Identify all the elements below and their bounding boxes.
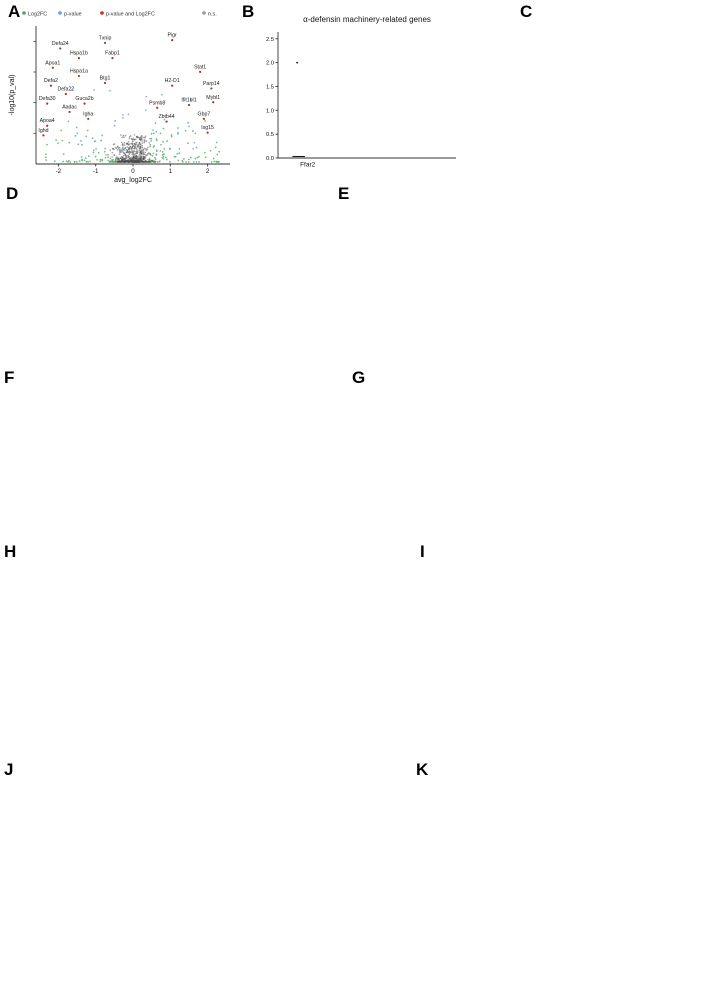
- svg-text:Mybl1: Mybl1: [206, 95, 220, 101]
- svg-text:Btg1: Btg1: [100, 75, 111, 81]
- svg-text:Aadac: Aadac: [62, 104, 77, 110]
- svg-text:Fabp1: Fabp1: [105, 51, 120, 57]
- svg-text:Stat1: Stat1: [194, 64, 206, 70]
- svg-text:Hspa1a: Hspa1a: [70, 69, 88, 75]
- svg-text:-2: -2: [56, 168, 62, 175]
- svg-text:2: 2: [206, 168, 210, 175]
- panel-i-label: I: [420, 542, 425, 561]
- svg-text:n.s.: n.s.: [208, 12, 217, 18]
- svg-text:α-defensin machinery-related g: α-defensin machinery-related genes: [303, 15, 431, 24]
- svg-text:0: 0: [131, 168, 135, 175]
- panel-g-label: G: [352, 368, 366, 387]
- panel-e-label: E: [338, 184, 350, 203]
- panel-g-violin-plot: [350, 370, 708, 546]
- svg-text:-1: -1: [93, 168, 99, 175]
- svg-text:Hspa1b: Hspa1b: [70, 51, 88, 57]
- svg-text:1: 1: [169, 168, 173, 175]
- panel-d-microscopy-grid: [0, 184, 336, 370]
- svg-text:-log10(p_val): -log10(p_val): [9, 75, 16, 116]
- svg-text:2.5: 2.5: [266, 37, 274, 43]
- svg-text:2.0: 2.0: [266, 61, 274, 67]
- panel-k-label: K: [416, 760, 429, 779]
- svg-text:Psmb8: Psmb8: [149, 100, 165, 106]
- svg-text:0.5: 0.5: [266, 132, 274, 138]
- panel-k-microscopy: [412, 762, 708, 993]
- svg-text:Log2FC: Log2FC: [28, 12, 47, 18]
- panel-c-label: C: [520, 2, 533, 21]
- panel-h-label: H: [4, 542, 17, 561]
- svg-text:Parp14: Parp14: [203, 81, 220, 87]
- svg-text:Defa30: Defa30: [39, 96, 56, 102]
- svg-text:p-value and Log2FC: p-value and Log2FC: [106, 12, 155, 18]
- svg-text:Defa2: Defa2: [44, 78, 58, 84]
- svg-text:avg_log2FC: avg_log2FC: [114, 177, 152, 184]
- panel-c-bar-chart: [516, 0, 708, 184]
- svg-text:p-value: p-value: [64, 12, 82, 18]
- panel-h-microscopy-grid: [0, 546, 412, 762]
- panel-j-label: J: [4, 760, 14, 779]
- svg-text:Ffar2: Ffar2: [300, 162, 316, 169]
- svg-text:Igha: Igha: [83, 111, 93, 117]
- svg-text:H2-D1: H2-D1: [165, 78, 180, 84]
- panel-b-violin-plot: α-defensin machinery-related genes 0.0 0.5…: [266, 15, 456, 169]
- panel-j-violin-plots: [0, 762, 412, 993]
- panel-f-violin-plot: [0, 370, 350, 546]
- panel-d-label: D: [6, 184, 19, 203]
- svg-text:Zbtb44: Zbtb44: [158, 114, 174, 120]
- svg-text:Ighd: Ighd: [38, 128, 48, 134]
- svg-text:Pigr: Pigr: [168, 33, 177, 39]
- svg-text:1.5: 1.5: [266, 84, 274, 90]
- svg-text:0.0: 0.0: [266, 156, 274, 162]
- svg-text:Apoa1: Apoa1: [45, 60, 60, 66]
- panel-e-violin-plot: [336, 184, 708, 370]
- panel-a-label: A: [8, 2, 21, 21]
- svg-text:Defa22: Defa22: [57, 86, 74, 92]
- panel-f-label: F: [4, 368, 15, 387]
- svg-text:Ifit1bl1: Ifit1bl1: [181, 98, 196, 104]
- svg-text:1.0: 1.0: [266, 108, 274, 114]
- svg-text:Defa24: Defa24: [52, 41, 69, 47]
- panel-a-volcano-plot: Log2FC p-value p-value and Log2FC n.s. -2 -1 0…: [9, 11, 230, 184]
- svg-text:Gbp7: Gbp7: [198, 111, 211, 117]
- svg-text:Apoa4: Apoa4: [40, 118, 55, 124]
- panel-i-heatmap: [412, 546, 708, 762]
- svg-text:Isg15: Isg15: [201, 125, 214, 131]
- panel-b-label: B: [242, 2, 255, 21]
- svg-text:Guca2b: Guca2b: [75, 96, 93, 102]
- svg-text:Txnip: Txnip: [99, 35, 112, 41]
